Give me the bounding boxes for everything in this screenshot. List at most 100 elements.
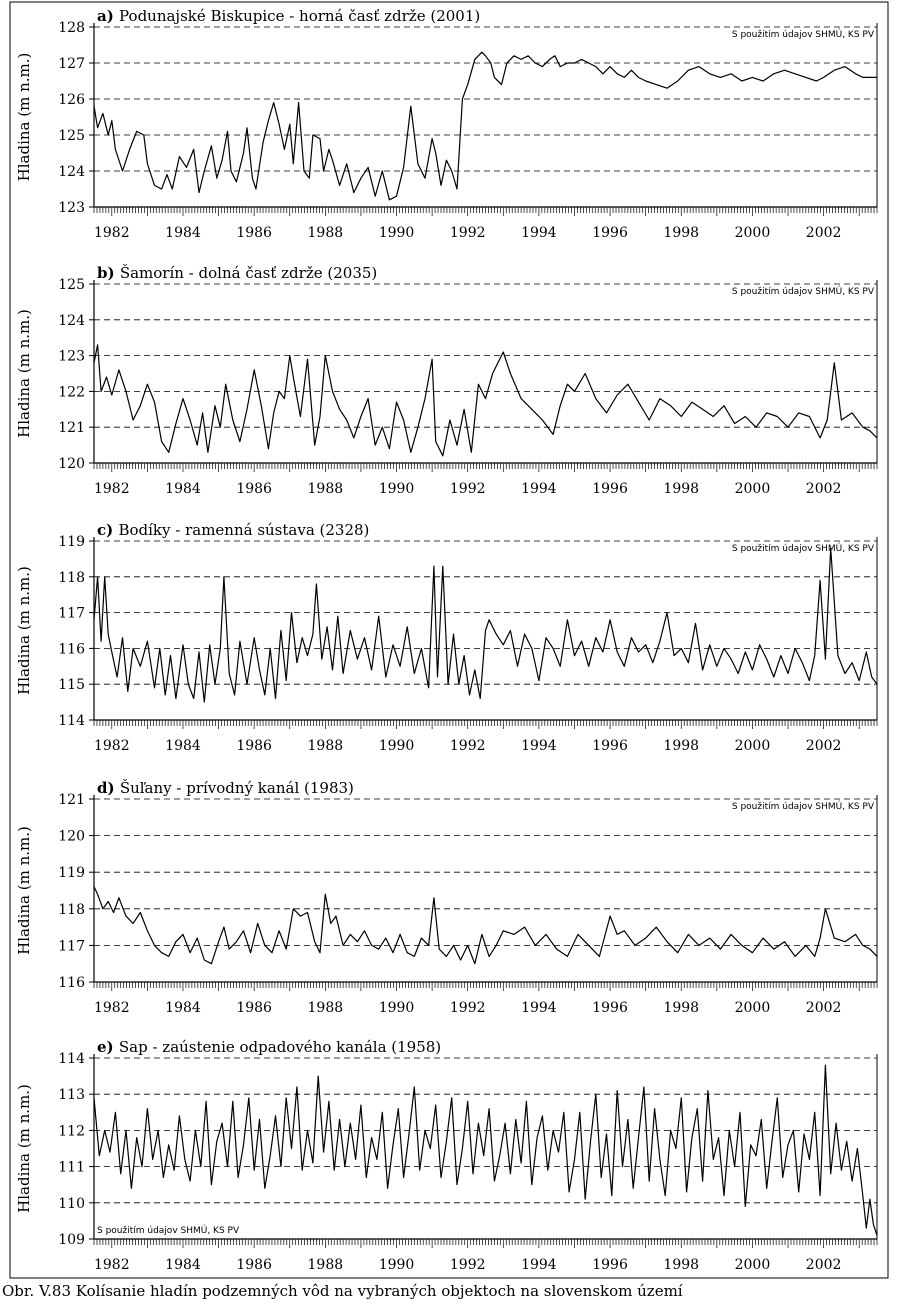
y-tick-label: 120 xyxy=(58,456,85,472)
x-tick-label: 1986 xyxy=(236,738,272,754)
x-tick-label: 1996 xyxy=(592,738,628,754)
panel-title-text: Šuľany - prívodný kanál (1983) xyxy=(120,779,354,797)
x-tick-label: 1984 xyxy=(165,225,201,241)
panel-title-text: Bodíky - ramenná sústava (2328) xyxy=(118,521,369,539)
data-credit: S použitím údajov SHMÚ, KS PV xyxy=(732,285,875,297)
x-tick-label: 1984 xyxy=(165,1000,201,1016)
panel-5: 109 110 111 112 113 114 1982 1984 1986 1988 1990 19… xyxy=(15,1038,878,1273)
y-tick-label: 126 xyxy=(58,92,85,108)
panel-title-text: Podunajské Biskupice - horná časť zdrže … xyxy=(119,7,480,25)
x-tick-label: 1986 xyxy=(236,225,272,241)
y-tick-label: 120 xyxy=(58,829,85,845)
x-tick-label: 1986 xyxy=(236,1000,272,1016)
y-tick-label: 112 xyxy=(58,1123,85,1139)
panel-letter: c) xyxy=(97,521,118,539)
y-axis-title: Hladina (m n.m.) xyxy=(15,566,33,695)
x-tick-label: 1992 xyxy=(450,1000,486,1016)
panel-letter: b) xyxy=(97,264,120,282)
x-tick-label: 1994 xyxy=(521,1000,557,1016)
series-line xyxy=(93,886,878,965)
x-tick-label: 1998 xyxy=(663,1257,699,1273)
y-axis-title: Hladina (m n.m.) xyxy=(15,1084,33,1213)
x-tick-label: 1984 xyxy=(165,738,201,754)
series-line xyxy=(93,1064,878,1236)
x-tick-label: 1990 xyxy=(379,738,415,754)
x-tick-label: 1992 xyxy=(450,481,486,497)
y-tick-label: 124 xyxy=(58,164,85,180)
data-credit: S použitím údajov SHMÚ, KS PV xyxy=(732,800,875,812)
x-tick-label: 1988 xyxy=(308,481,344,497)
y-tick-label: 123 xyxy=(58,200,85,216)
series-line xyxy=(93,51,877,201)
x-tick-label: 1994 xyxy=(521,1257,557,1273)
x-tick-label: 1996 xyxy=(592,481,628,497)
x-tick-label: 1982 xyxy=(94,225,130,241)
x-tick-label: 1986 xyxy=(236,1257,272,1273)
panel-title-text: Šamorín - dolná časť zdrže (2035) xyxy=(120,264,377,282)
y-tick-label: 111 xyxy=(58,1160,85,1176)
data-credit: S použitím údajov SHMÚ, KS PV xyxy=(97,1224,240,1236)
x-tick-label: 2000 xyxy=(735,1257,771,1273)
y-tick-label: 117 xyxy=(58,606,85,622)
x-tick-label: 1988 xyxy=(308,1257,344,1273)
y-tick-label: 128 xyxy=(58,20,85,36)
y-tick-label: 118 xyxy=(58,902,85,918)
x-tick-label: 1994 xyxy=(521,481,557,497)
data-credit: S použitím údajov SHMÚ, KS PV xyxy=(732,542,875,554)
x-tick-label: 1982 xyxy=(94,1257,130,1273)
y-tick-label: 109 xyxy=(58,1232,85,1248)
x-tick-label: 1990 xyxy=(379,1000,415,1016)
data-credit: S použitím údajov SHMÚ, KS PV xyxy=(732,28,875,40)
panel-title: a) Podunajské Biskupice - horná časť zdr… xyxy=(97,7,480,25)
y-tick-label: 117 xyxy=(58,938,85,954)
y-axis-title: Hladina (m n.m.) xyxy=(15,309,33,438)
y-tick-label: 122 xyxy=(58,384,85,400)
y-tick-label: 124 xyxy=(58,313,85,329)
x-tick-label: 1992 xyxy=(450,1257,486,1273)
series-line xyxy=(93,344,878,457)
panel-letter: e) xyxy=(97,1038,119,1056)
x-tick-label: 2002 xyxy=(806,481,842,497)
x-tick-label: 1988 xyxy=(308,1000,344,1016)
x-tick-label: 1996 xyxy=(592,1257,628,1273)
x-tick-label: 1990 xyxy=(379,1257,415,1273)
figure-frame xyxy=(9,1,889,1279)
x-tick-label: 1994 xyxy=(521,225,557,241)
y-tick-label: 121 xyxy=(58,792,85,808)
y-tick-label: 110 xyxy=(58,1196,85,1212)
x-tick-label: 2002 xyxy=(806,738,842,754)
x-tick-label: 2002 xyxy=(806,225,842,241)
x-tick-label: 2002 xyxy=(806,1000,842,1016)
panel-4: 116 117 118 119 120 121 1982 1984 1986 1988 1990 19… xyxy=(15,779,878,1016)
x-tick-label: 1994 xyxy=(521,738,557,754)
panel-2: 120 121 122 123 124 125 1982 1984 1986 1988 1990 19… xyxy=(15,264,878,497)
x-tick-label: 1988 xyxy=(308,225,344,241)
y-tick-label: 115 xyxy=(58,677,85,693)
series-line xyxy=(93,547,878,703)
x-tick-label: 1998 xyxy=(663,225,699,241)
x-tick-label: 1982 xyxy=(94,1000,130,1016)
panel-title: c) Bodíky - ramenná sústava (2328) xyxy=(97,521,369,539)
x-tick-label: 1986 xyxy=(236,481,272,497)
panel-title: d) Šuľany - prívodný kanál (1983) xyxy=(97,779,354,797)
x-tick-label: 2000 xyxy=(735,738,771,754)
y-tick-label: 113 xyxy=(58,1087,85,1103)
panel-letter: d) xyxy=(97,779,120,797)
x-tick-label: 2000 xyxy=(735,1000,771,1016)
x-tick-label: 2000 xyxy=(735,481,771,497)
panel-title: e) Sap - zaústenie odpadového kanála (19… xyxy=(97,1038,441,1056)
x-tick-label: 1992 xyxy=(450,738,486,754)
y-tick-label: 119 xyxy=(58,865,85,881)
y-axis-title: Hladina (m n.m.) xyxy=(15,826,33,955)
x-tick-label: 1998 xyxy=(663,738,699,754)
x-tick-label: 2000 xyxy=(735,225,771,241)
x-tick-label: 1996 xyxy=(592,225,628,241)
x-tick-label: 1982 xyxy=(94,738,130,754)
y-tick-label: 114 xyxy=(58,1051,85,1067)
x-tick-label: 1982 xyxy=(94,481,130,497)
y-tick-label: 116 xyxy=(58,641,85,657)
y-tick-label: 125 xyxy=(58,277,85,293)
panel-letter: a) xyxy=(97,7,119,25)
y-tick-label: 116 xyxy=(58,975,85,991)
